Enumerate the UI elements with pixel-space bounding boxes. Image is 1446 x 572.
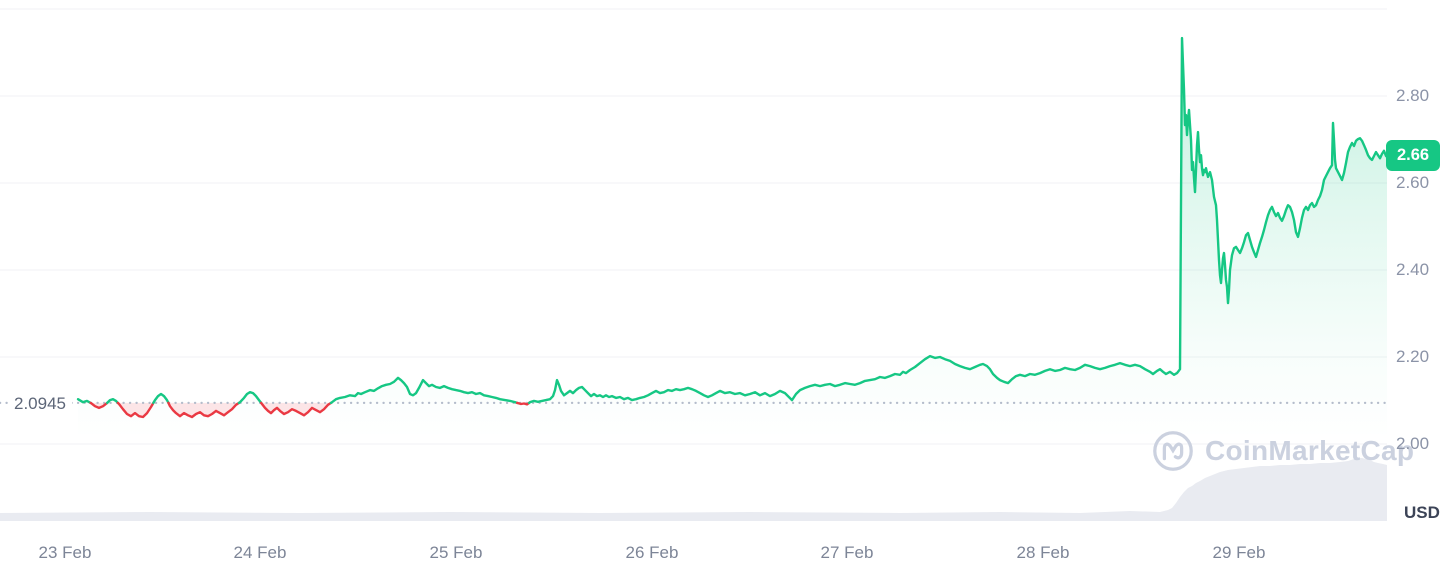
price-line-down-segment [516, 401, 531, 406]
price-line-down-segment [260, 401, 333, 417]
watermark-label: CoinMarketCap [1205, 435, 1415, 466]
price-line-up-segment [237, 391, 263, 405]
price-line-down-segment [116, 401, 155, 419]
baseline-price-label: 2.0945 [8, 393, 72, 415]
below-baseline-fill [261, 402, 331, 416]
price-line-up-segment [329, 376, 519, 405]
coinmarketcap-logo-icon [1153, 431, 1193, 471]
price-line-up-segment [105, 398, 120, 405]
coinmarketcap-watermark: CoinMarketCap [1150, 428, 1414, 474]
price-line-down-segment [167, 401, 241, 419]
volume-area [0, 458, 1387, 521]
below-baseline-fill [90, 402, 108, 408]
currency-unit-label: USD [1404, 503, 1440, 522]
price-line-up-segment [76, 398, 92, 405]
price-line-up-segment [152, 392, 170, 405]
price-area-fill [78, 38, 1387, 521]
price-line-up-segment [527, 36, 1389, 405]
current-price-badge: 2.66 [1386, 140, 1440, 171]
